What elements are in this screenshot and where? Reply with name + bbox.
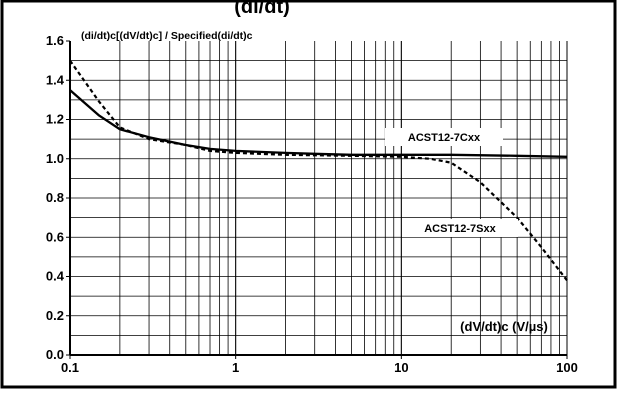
series-line-1 <box>69 59 568 282</box>
y-tick-label: 0.6 <box>46 229 64 244</box>
y-tick-label: 1.4 <box>46 72 65 87</box>
y-axis-label: (di/dt)c[(dV/dt)c] / Specified(di/dt)c <box>81 30 253 42</box>
y-tick-label: 1.6 <box>46 33 64 48</box>
axes: 0.0 0.2 0.4 0.6 0.8 1.0 1.2 1.4 1.6 0.1 1 10 100 <box>46 33 578 375</box>
series-label-bg <box>402 219 518 237</box>
y-tick-label: 0.8 <box>46 190 64 205</box>
x-tick-label: 100 <box>556 360 578 375</box>
x-tick-label: 0.1 <box>61 360 79 375</box>
y-tick-label: 1.2 <box>46 112 64 127</box>
x-axis-label: (dV/dt)c (V/µs) <box>460 319 548 334</box>
series-label: ACST12-7Sxx <box>424 223 496 235</box>
series-label-bg <box>385 128 503 146</box>
y-tick-label: 0.4 <box>46 269 65 284</box>
series-label: ACST12-7Cxx <box>408 132 481 144</box>
y-tick-label: 0.0 <box>46 347 64 362</box>
grid <box>70 41 567 355</box>
series-line-0 <box>69 89 568 158</box>
series-labels: ACST12-7Cxx ACST12-7Sxx <box>385 128 518 237</box>
series-lines <box>69 59 568 282</box>
y-tick-label: 0.2 <box>46 308 64 323</box>
x-tick-label: 10 <box>394 360 408 375</box>
y-tick-label: 1.0 <box>46 151 64 166</box>
x-tick-label: 1 <box>232 360 239 375</box>
header-fragment: (di/dt) <box>234 0 290 18</box>
